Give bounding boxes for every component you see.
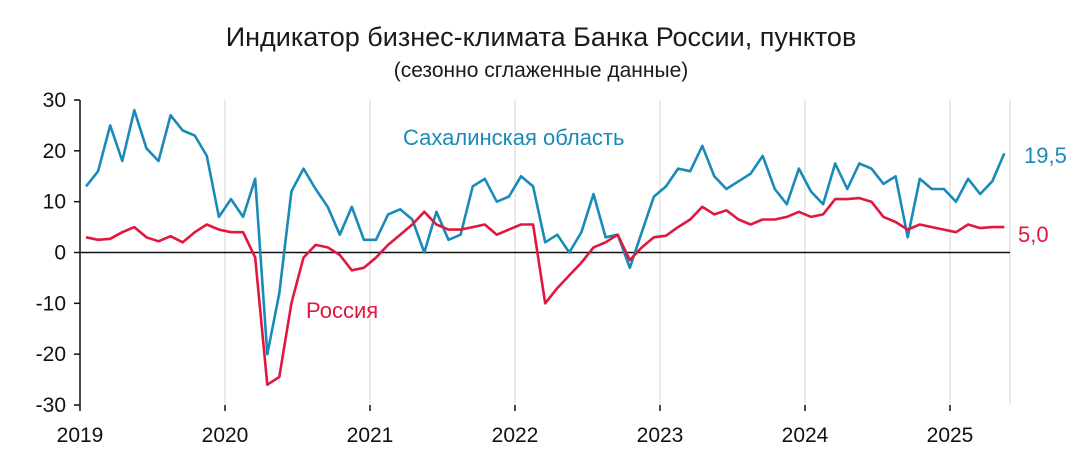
x-tick-label: 2023 xyxy=(637,424,684,447)
y-tick-label: -10 xyxy=(36,292,66,315)
x-tick-label: 2021 xyxy=(347,424,394,447)
x-tick-label: 2020 xyxy=(202,424,249,447)
x-tick-label: 2022 xyxy=(492,424,539,447)
chart-title: Индикатор бизнес-климата Банка России, п… xyxy=(225,22,857,52)
sakhalin-series-line xyxy=(84,108,1006,356)
x-tick-label: 2024 xyxy=(782,424,829,447)
x-tick-label: 2025 xyxy=(927,424,974,447)
y-tick-label: 30 xyxy=(43,89,66,112)
y-tick-label: 20 xyxy=(43,140,66,163)
y-tick-label: 10 xyxy=(43,191,66,214)
y-tick-label: -30 xyxy=(36,394,66,417)
russia-series-line xyxy=(85,196,1005,386)
russia-end-value: 5,0 xyxy=(1018,222,1049,247)
sakhalin-series-label: Сахалинская область xyxy=(403,125,624,150)
y-tick-label: -20 xyxy=(36,343,66,366)
chart-subtitle: (сезонно сглаженные данные) xyxy=(393,59,689,82)
sakhalin-end-value: 19,5 xyxy=(1024,143,1067,168)
y-tick-label: 0 xyxy=(54,242,66,265)
russia-series-label: Россия xyxy=(306,298,378,323)
x-tick-label: 2019 xyxy=(57,424,104,447)
